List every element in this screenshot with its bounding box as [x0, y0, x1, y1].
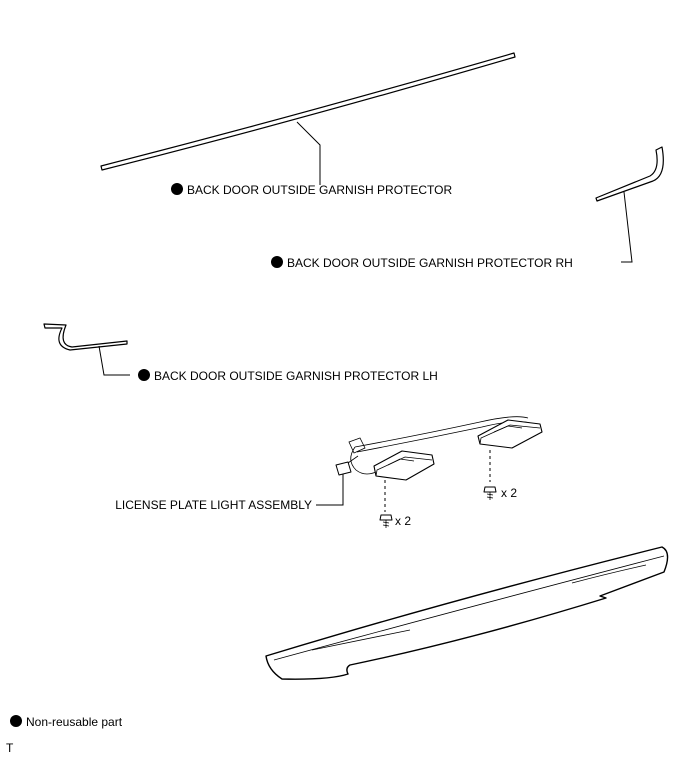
license-plate-light-part — [335, 416, 543, 481]
back-door-spoiler-part — [265, 546, 669, 680]
screw-left — [379, 514, 393, 528]
garnish-protector-part — [100, 52, 516, 185]
non-reusable-marker-rh — [271, 256, 283, 268]
non-reusable-marker-garnish — [171, 183, 183, 195]
garnish-protector-rh-label: BACK DOOR OUTSIDE GARNISH PROTECTOR RH — [287, 256, 573, 270]
screw-qty-left: x 2 — [395, 514, 411, 528]
screw-qty-right: x 2 — [501, 486, 517, 500]
garnish-protector-label: BACK DOOR OUTSIDE GARNISH PROTECTOR — [187, 183, 452, 197]
license-light-leader — [316, 474, 344, 506]
legend-text: Non-reusable part — [26, 715, 123, 729]
legend-marker — [10, 715, 22, 727]
garnish-protector-lh-label: BACK DOOR OUTSIDE GARNISH PROTECTOR LH — [154, 369, 438, 383]
garnish-protector-lh-part — [43, 323, 130, 376]
screw-right — [483, 486, 497, 500]
corner-mark: T — [6, 741, 14, 755]
non-reusable-marker-lh — [138, 369, 150, 381]
license-plate-light-label: LICENSE PLATE LIGHT ASSEMBLY — [115, 498, 312, 512]
garnish-protector-rh-part — [595, 146, 664, 263]
